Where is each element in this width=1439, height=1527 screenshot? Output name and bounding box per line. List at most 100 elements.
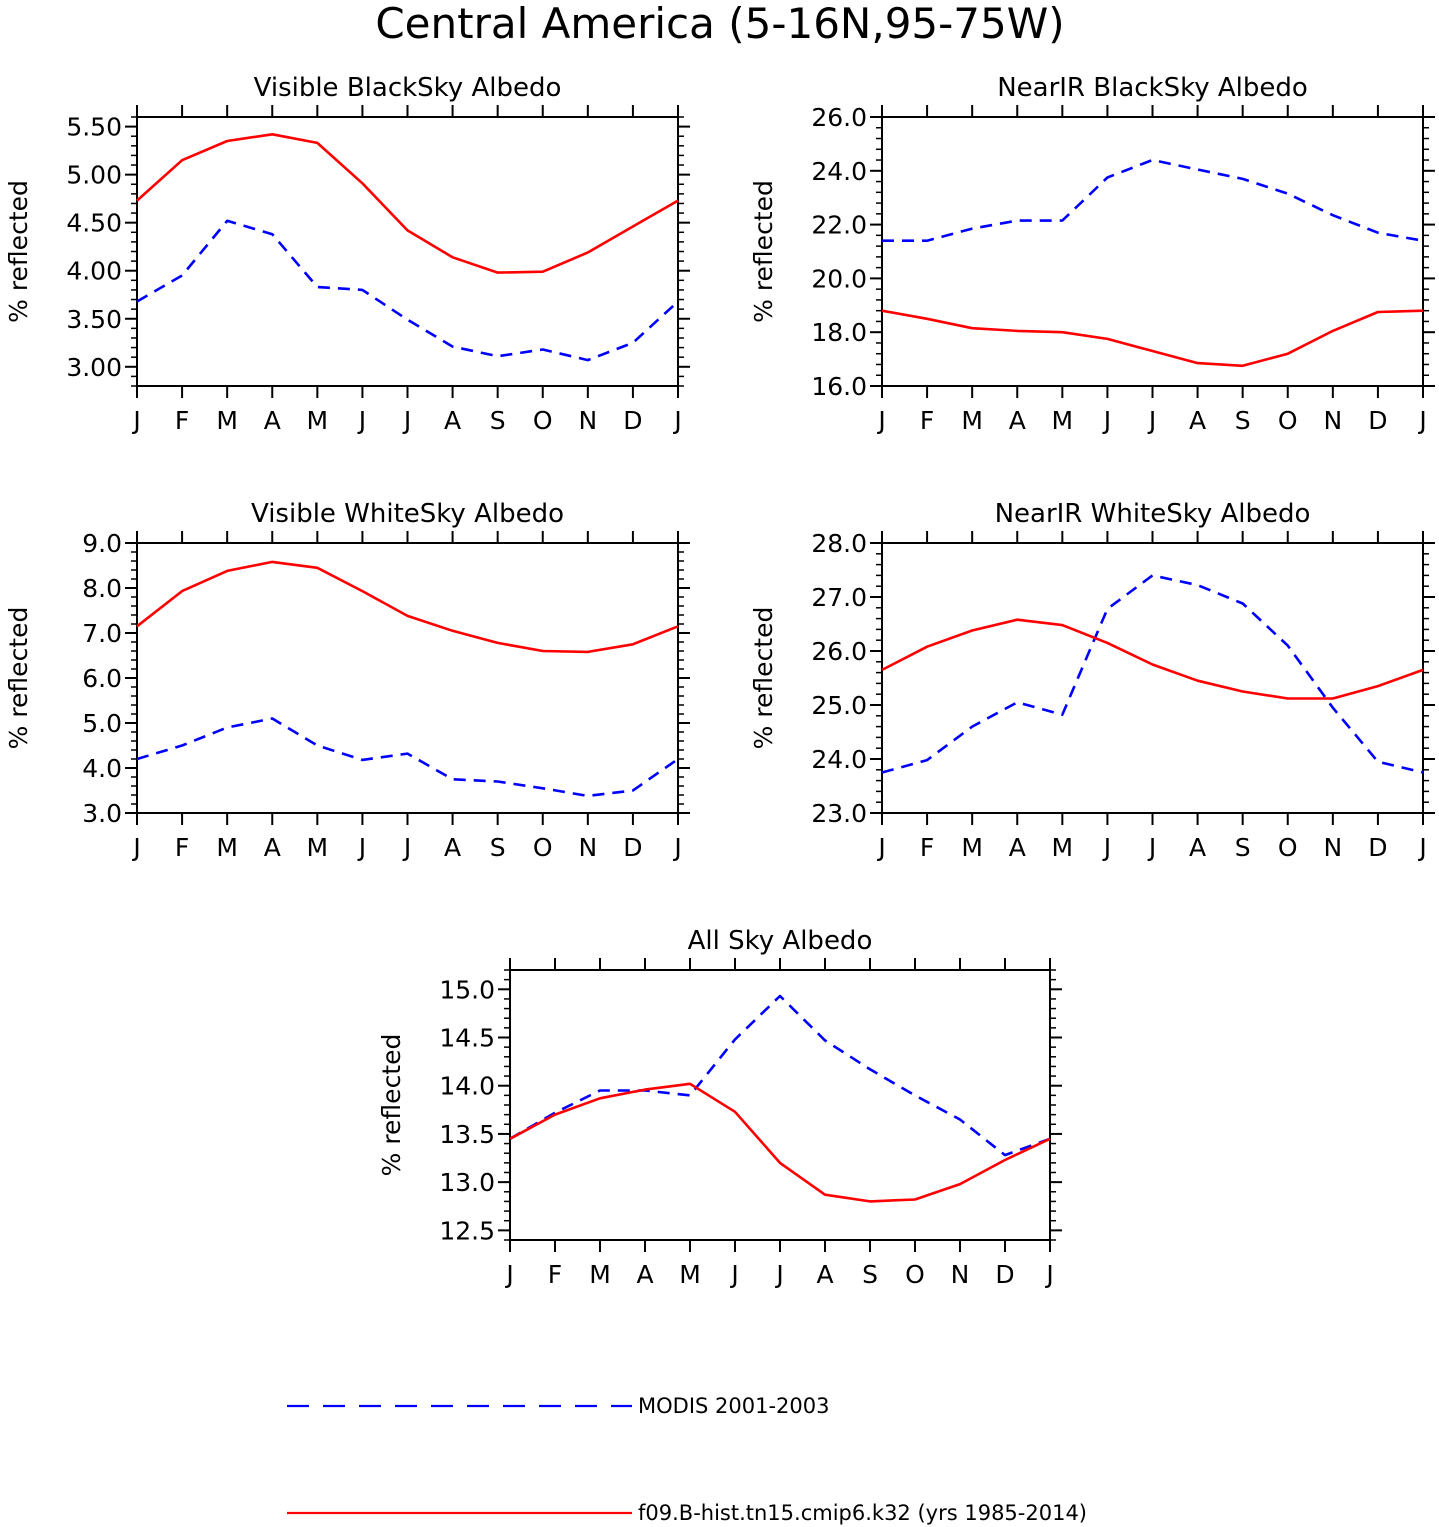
x-tick-label: J [672,406,681,435]
panel-title: All Sky Albedo [688,926,873,956]
x-tick-label: J [876,833,885,862]
y-tick-label: 4.00 [66,257,122,286]
plot-frame [881,542,1424,814]
series-line-modis [509,994,1051,1157]
y-axis-label: % reflected [749,180,778,323]
y-tick-label: 24.0 [811,745,867,774]
y-tick-label: 16.0 [811,372,867,401]
series-line-model [136,133,679,274]
y-tick-label: 13.5 [439,1120,495,1149]
x-tick-label: S [490,833,506,862]
x-tick-label: N [578,833,597,862]
series-line-modis [881,574,1424,774]
y-tick-label: 24.0 [811,157,867,186]
plot-frame [136,116,679,387]
series-line-modis [136,219,679,362]
x-tick-label: J [1147,833,1156,862]
plot-frame [881,116,1424,387]
legend: MODIS 2001-2003 f09.B-hist.tn15.cmip6.k3… [287,1394,1087,1525]
y-tick-label: 7.0 [82,619,122,648]
x-tick-label: J [357,833,366,862]
plot-frame [509,969,1051,1241]
y-tick-label: 4.0 [82,754,122,783]
x-tick-label: N [1323,833,1342,862]
y-tick-label: 13.0 [439,1168,495,1197]
series-line-model [881,309,1424,368]
x-tick-label: A [444,406,461,435]
x-tick-label: D [1368,406,1387,435]
x-tick-label: A [444,833,461,862]
x-tick-label: M [1052,833,1074,862]
x-tick-label: J [1102,406,1111,435]
x-tick-label: J [1044,1260,1053,1289]
x-tick-label: M [679,1260,701,1289]
x-tick-label: J [402,406,411,435]
x-tick-label: J [672,833,681,862]
x-tick-label: J [357,406,366,435]
x-tick-label: F [920,406,934,435]
x-tick-label: J [1147,406,1156,435]
y-tick-label: 5.0 [82,709,122,738]
x-tick-label: A [264,833,281,862]
series-line-modis [136,717,679,798]
x-tick-label: O [905,1260,925,1289]
series-line-model [881,618,1424,700]
x-tick-label: A [1009,833,1026,862]
x-tick-label: S [490,406,506,435]
x-tick-label: F [920,833,934,862]
y-tick-label: 6.0 [82,664,122,693]
x-tick-label: D [623,833,642,862]
x-tick-label: S [1235,406,1251,435]
x-tick-label: A [1009,406,1026,435]
y-tick-label: 14.0 [439,1072,495,1101]
y-tick-label: 28.0 [811,529,867,558]
x-tick-label: A [1189,406,1206,435]
series-line-modis [882,158,1424,242]
panel-title: NearIR WhiteSky Albedo [995,499,1311,529]
series-line-model [509,1082,1051,1203]
x-tick-label: N [578,406,597,435]
x-tick-label: F [548,1260,562,1289]
x-tick-label: J [1417,406,1426,435]
x-tick-label: J [131,406,140,435]
x-tick-label: J [402,833,411,862]
x-tick-label: A [816,1260,833,1289]
x-tick-label: F [175,406,189,435]
x-tick-label: F [175,833,189,862]
x-tick-label: A [1189,833,1206,862]
x-tick-label: O [1278,406,1298,435]
y-tick-label: 27.0 [811,583,867,612]
x-tick-label: M [216,833,238,862]
x-tick-label: J [1417,833,1426,862]
x-tick-label: A [264,406,281,435]
panel-title: Visible WhiteSky Albedo [251,499,564,529]
y-tick-label: 3.50 [66,305,122,334]
y-tick-label: 22.0 [811,211,867,240]
x-tick-label: N [951,1260,970,1289]
plot-frame [136,542,679,814]
y-tick-label: 9.0 [82,529,122,558]
y-tick-label: 26.0 [811,103,867,132]
y-tick-label: 20.0 [811,264,867,293]
x-tick-label: M [589,1260,611,1289]
x-tick-label: M [961,833,983,862]
x-tick-label: M [1052,406,1074,435]
panel-title: NearIR BlackSky Albedo [997,73,1308,103]
y-axis-label: % reflected [4,607,33,750]
x-tick-label: J [876,406,885,435]
y-tick-label: 3.0 [82,799,122,828]
y-tick-label: 3.00 [66,353,122,382]
x-tick-label: D [1368,833,1387,862]
legend-model-label: f09.B-hist.tn15.cmip6.k32 (yrs 1985-2014… [638,1501,1087,1525]
x-tick-label: J [1102,833,1111,862]
y-tick-label: 18.0 [811,318,867,347]
y-tick-label: 8.0 [82,574,122,603]
y-tick-label: 26.0 [811,637,867,666]
y-tick-label: 5.00 [66,161,122,190]
